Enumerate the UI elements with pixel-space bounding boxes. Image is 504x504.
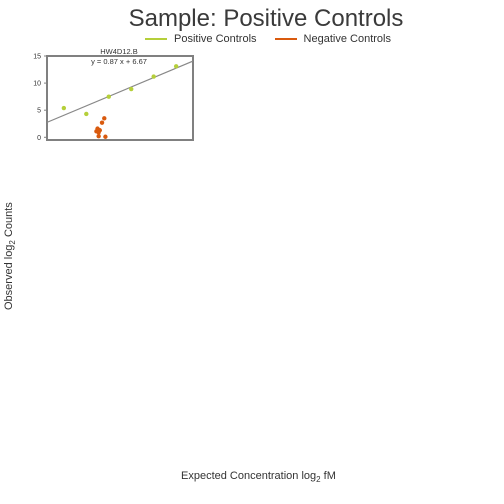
panel-title: HW4D12.B: [100, 47, 138, 56]
positive-control-point: [106, 94, 111, 99]
positive-control-point: [61, 105, 67, 111]
legend-label-negative: Negative Controls: [303, 33, 391, 45]
positive-control-point: [151, 74, 156, 79]
legend-item-negative: Negative Controls: [274, 33, 391, 45]
fit-equation: y = 0.87 x + 6.67: [91, 57, 147, 66]
y-tick-label: 10: [33, 81, 41, 88]
y-tick-label: 0: [37, 135, 41, 142]
negative-control-point: [96, 134, 101, 139]
panel-frame: [46, 55, 194, 141]
positive-control-point: [84, 111, 89, 117]
chart-title: Sample: Positive Controls: [128, 5, 404, 32]
positive-control-point: [173, 64, 179, 69]
fit-line: [47, 60, 193, 123]
legend-swatch-positive: [145, 38, 167, 40]
negative-control-point: [103, 134, 108, 139]
y-axis-label: Observed log2 Counts: [3, 202, 18, 310]
legend: Positive Controls Negative Controls: [145, 33, 409, 45]
legend-label-positive: Positive Controls: [174, 33, 257, 45]
negative-control-point: [102, 116, 107, 121]
y-tick-label: 5: [37, 108, 41, 115]
positive-control-point: [129, 86, 134, 92]
x-axis-label: Expected Concentration log2 fM: [181, 470, 336, 485]
legend-item-positive: Positive Controls: [145, 33, 257, 45]
legend-swatch-negative: [274, 38, 297, 40]
negative-control-point: [99, 120, 105, 125]
y-tick-label: 15: [33, 54, 41, 61]
negative-control-point: [96, 130, 101, 135]
